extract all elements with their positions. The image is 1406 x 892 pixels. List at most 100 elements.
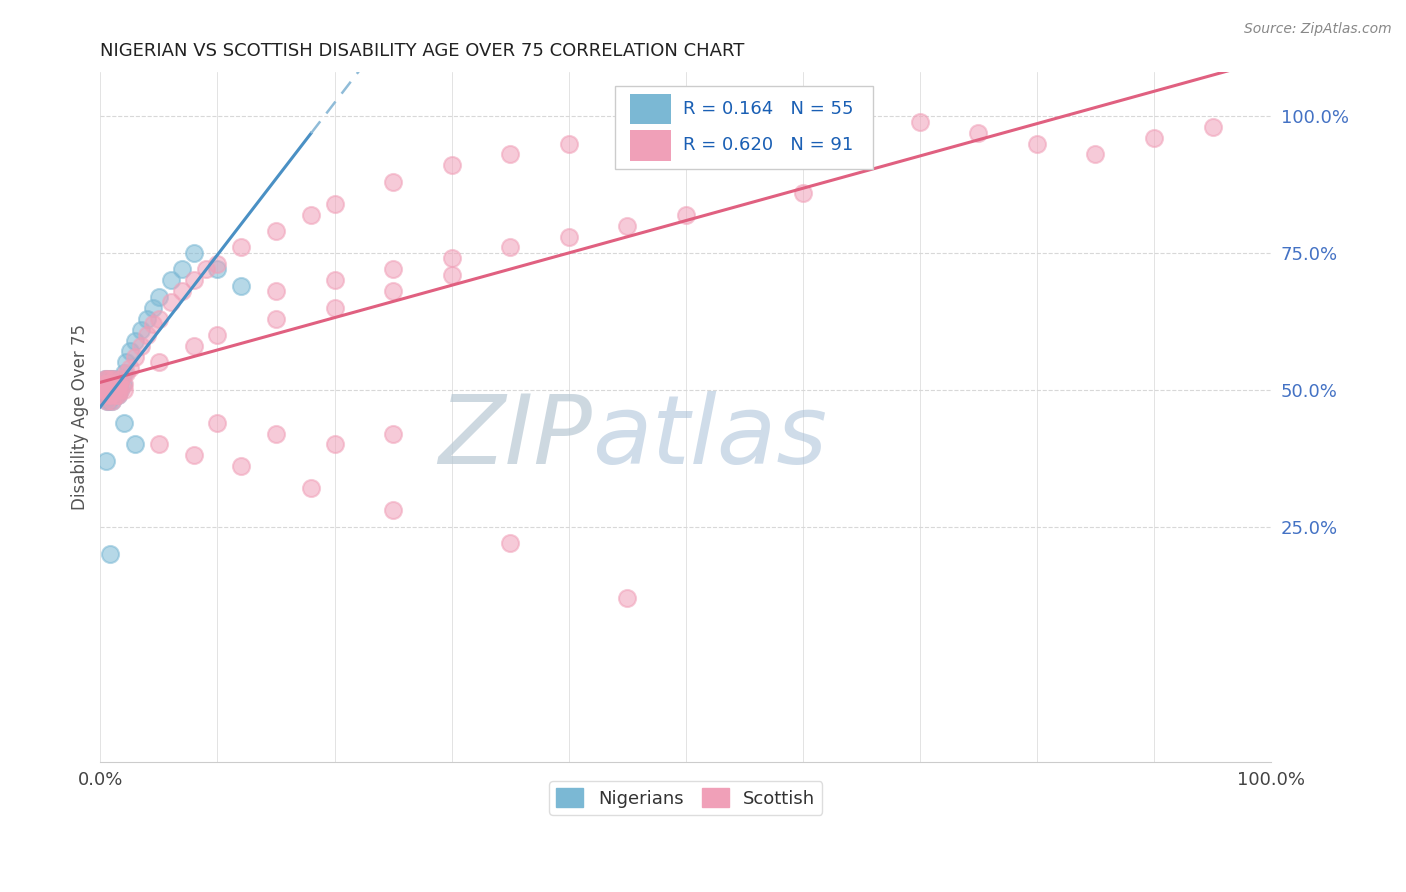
Point <box>131 322 153 336</box>
Point <box>207 416 229 430</box>
Point <box>96 454 118 468</box>
Point <box>382 262 405 277</box>
Point <box>103 372 125 386</box>
Point <box>148 311 170 326</box>
Point <box>96 377 118 392</box>
Point <box>183 449 205 463</box>
Point <box>104 388 127 402</box>
Point <box>103 372 125 386</box>
Legend: Nigerians, Scottish: Nigerians, Scottish <box>550 781 823 814</box>
Point <box>499 240 522 254</box>
Point <box>97 393 120 408</box>
Text: R = 0.164   N = 55: R = 0.164 N = 55 <box>683 100 853 118</box>
Point <box>115 367 138 381</box>
Point <box>100 388 122 402</box>
Point <box>103 383 125 397</box>
Point <box>183 273 205 287</box>
Point <box>142 301 165 315</box>
Point <box>98 383 121 397</box>
Point <box>118 360 141 375</box>
Point <box>616 591 638 605</box>
Point <box>103 377 125 392</box>
Point <box>967 126 990 140</box>
Point <box>94 372 117 386</box>
Point <box>104 388 127 402</box>
Point <box>107 388 129 402</box>
Point <box>112 383 135 397</box>
Point <box>908 114 931 128</box>
Point <box>851 103 873 118</box>
Point <box>148 437 170 451</box>
Point <box>97 383 120 397</box>
Point <box>107 383 129 397</box>
Point <box>97 383 120 397</box>
Point <box>499 147 522 161</box>
Text: atlas: atlas <box>592 392 827 484</box>
Point <box>323 196 346 211</box>
Point <box>382 175 405 189</box>
Text: Source: ZipAtlas.com: Source: ZipAtlas.com <box>1244 22 1392 37</box>
Point <box>264 311 287 326</box>
Point <box>96 383 118 397</box>
Point <box>183 246 205 260</box>
Point <box>94 383 117 397</box>
Point <box>101 383 124 397</box>
Point <box>440 268 463 282</box>
Point <box>183 339 205 353</box>
Y-axis label: Disability Age Over 75: Disability Age Over 75 <box>72 324 89 510</box>
Point <box>172 285 194 299</box>
Point <box>1201 120 1223 135</box>
Point <box>97 377 120 392</box>
Point <box>440 252 463 266</box>
Point <box>229 278 252 293</box>
Point <box>124 437 146 451</box>
Point <box>382 503 405 517</box>
Point <box>107 383 129 397</box>
Point <box>229 240 252 254</box>
Point <box>97 388 120 402</box>
Point <box>101 383 124 397</box>
Point <box>616 120 638 135</box>
Point <box>112 377 135 392</box>
Point <box>792 186 814 200</box>
Point <box>1084 147 1107 161</box>
Point <box>98 383 121 397</box>
Point <box>96 388 118 402</box>
Point <box>98 372 121 386</box>
Point <box>108 377 131 392</box>
Point <box>96 383 118 397</box>
Point <box>101 393 124 408</box>
Point <box>131 339 153 353</box>
Point <box>110 383 132 397</box>
Point <box>108 377 131 392</box>
Point <box>1143 131 1166 145</box>
Point <box>100 388 122 402</box>
Point <box>264 224 287 238</box>
Point <box>299 481 322 495</box>
Point <box>100 377 122 392</box>
Point <box>148 355 170 369</box>
Text: R = 0.620   N = 91: R = 0.620 N = 91 <box>683 136 853 154</box>
Point <box>792 93 814 107</box>
Point <box>323 273 346 287</box>
Point <box>118 344 141 359</box>
Point <box>440 158 463 172</box>
Point <box>101 393 124 408</box>
Point <box>159 295 181 310</box>
Point <box>299 208 322 222</box>
Point <box>382 285 405 299</box>
Point <box>107 388 129 402</box>
Point <box>94 383 117 397</box>
Point <box>94 372 117 386</box>
FancyBboxPatch shape <box>616 87 873 169</box>
FancyBboxPatch shape <box>630 130 671 161</box>
Point <box>103 383 125 397</box>
Point <box>98 372 121 386</box>
Point <box>105 383 128 397</box>
Point <box>148 290 170 304</box>
Point <box>616 219 638 233</box>
Point <box>207 257 229 271</box>
Point <box>103 383 125 397</box>
Point <box>101 388 124 402</box>
Text: NIGERIAN VS SCOTTISH DISABILITY AGE OVER 75 CORRELATION CHART: NIGERIAN VS SCOTTISH DISABILITY AGE OVER… <box>100 42 745 60</box>
